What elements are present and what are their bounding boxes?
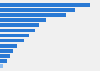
Bar	[0, 34, 29, 37]
Bar	[0, 59, 7, 63]
Bar	[0, 39, 24, 42]
Bar	[0, 8, 75, 12]
Bar	[0, 18, 46, 22]
Bar	[0, 13, 66, 17]
Bar	[0, 49, 13, 53]
Bar	[0, 3, 90, 7]
Bar	[0, 23, 39, 27]
Bar	[0, 29, 35, 32]
Bar	[0, 64, 3, 68]
Bar	[0, 44, 17, 48]
Bar	[0, 54, 10, 58]
